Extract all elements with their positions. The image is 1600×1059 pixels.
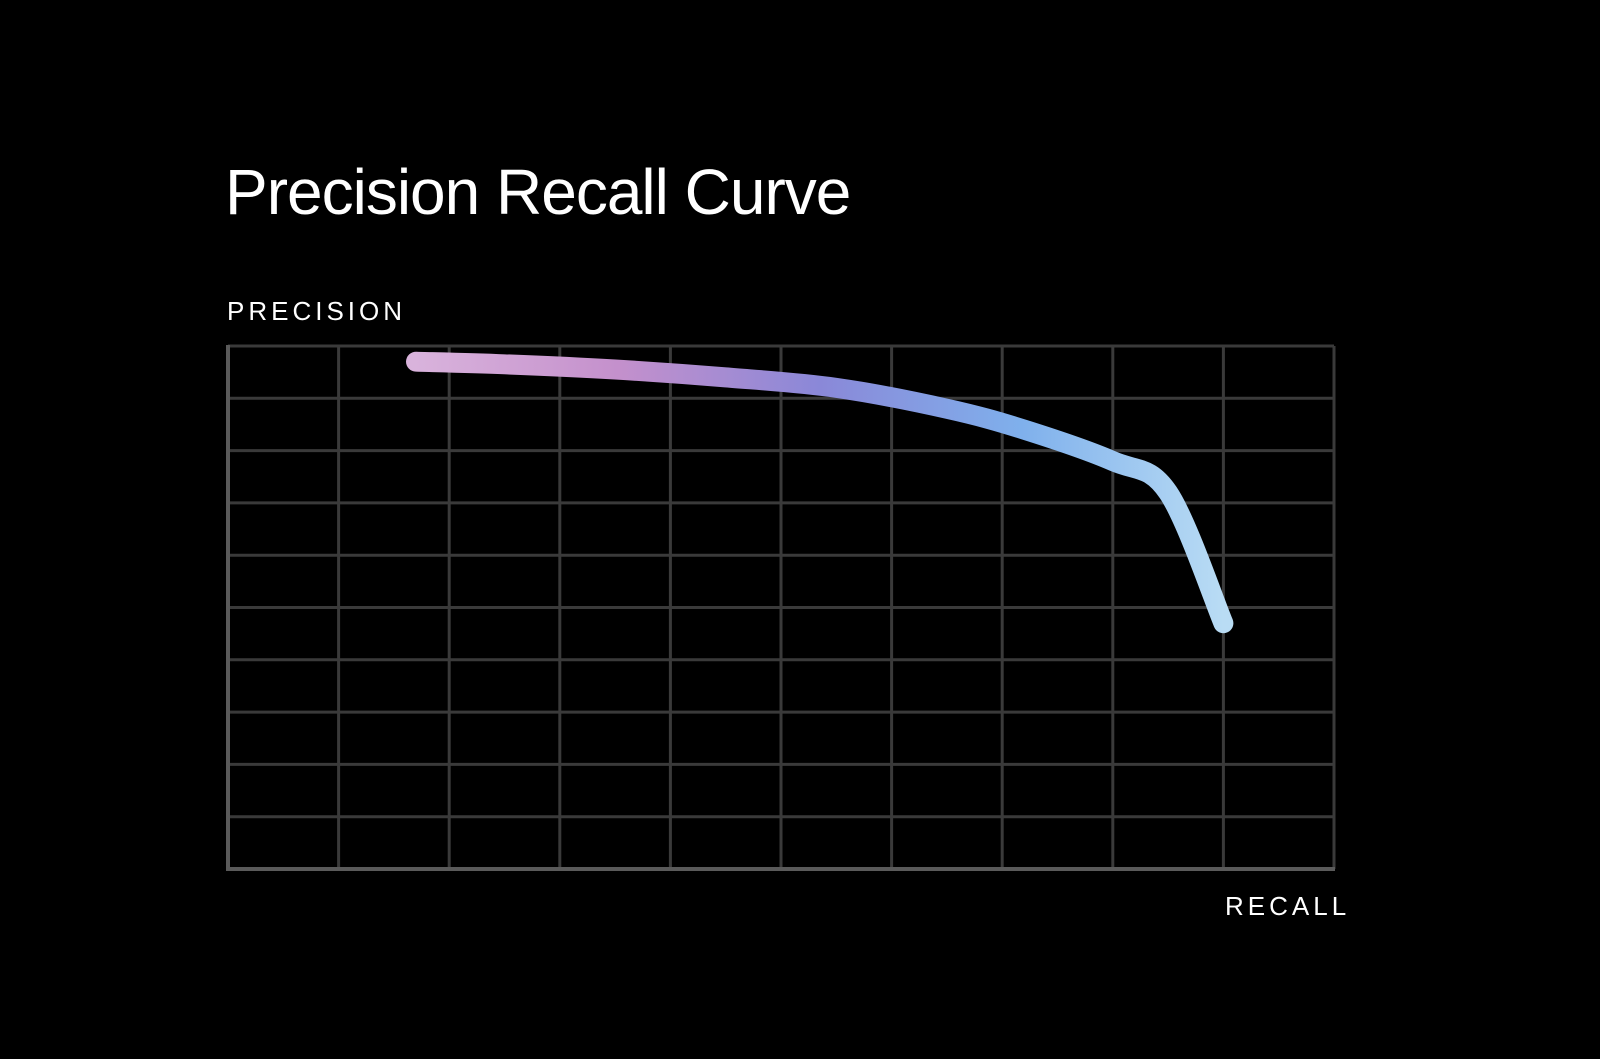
grid	[228, 344, 1336, 869]
precision-recall-curve	[406, 351, 1234, 634]
x-axis-label: RECALL	[1225, 891, 1351, 921]
series	[406, 351, 1234, 634]
axes	[226, 345, 1335, 871]
y-axis-label: PRECISION	[227, 296, 407, 326]
chart-title: Precision Recall Curve	[225, 156, 851, 228]
